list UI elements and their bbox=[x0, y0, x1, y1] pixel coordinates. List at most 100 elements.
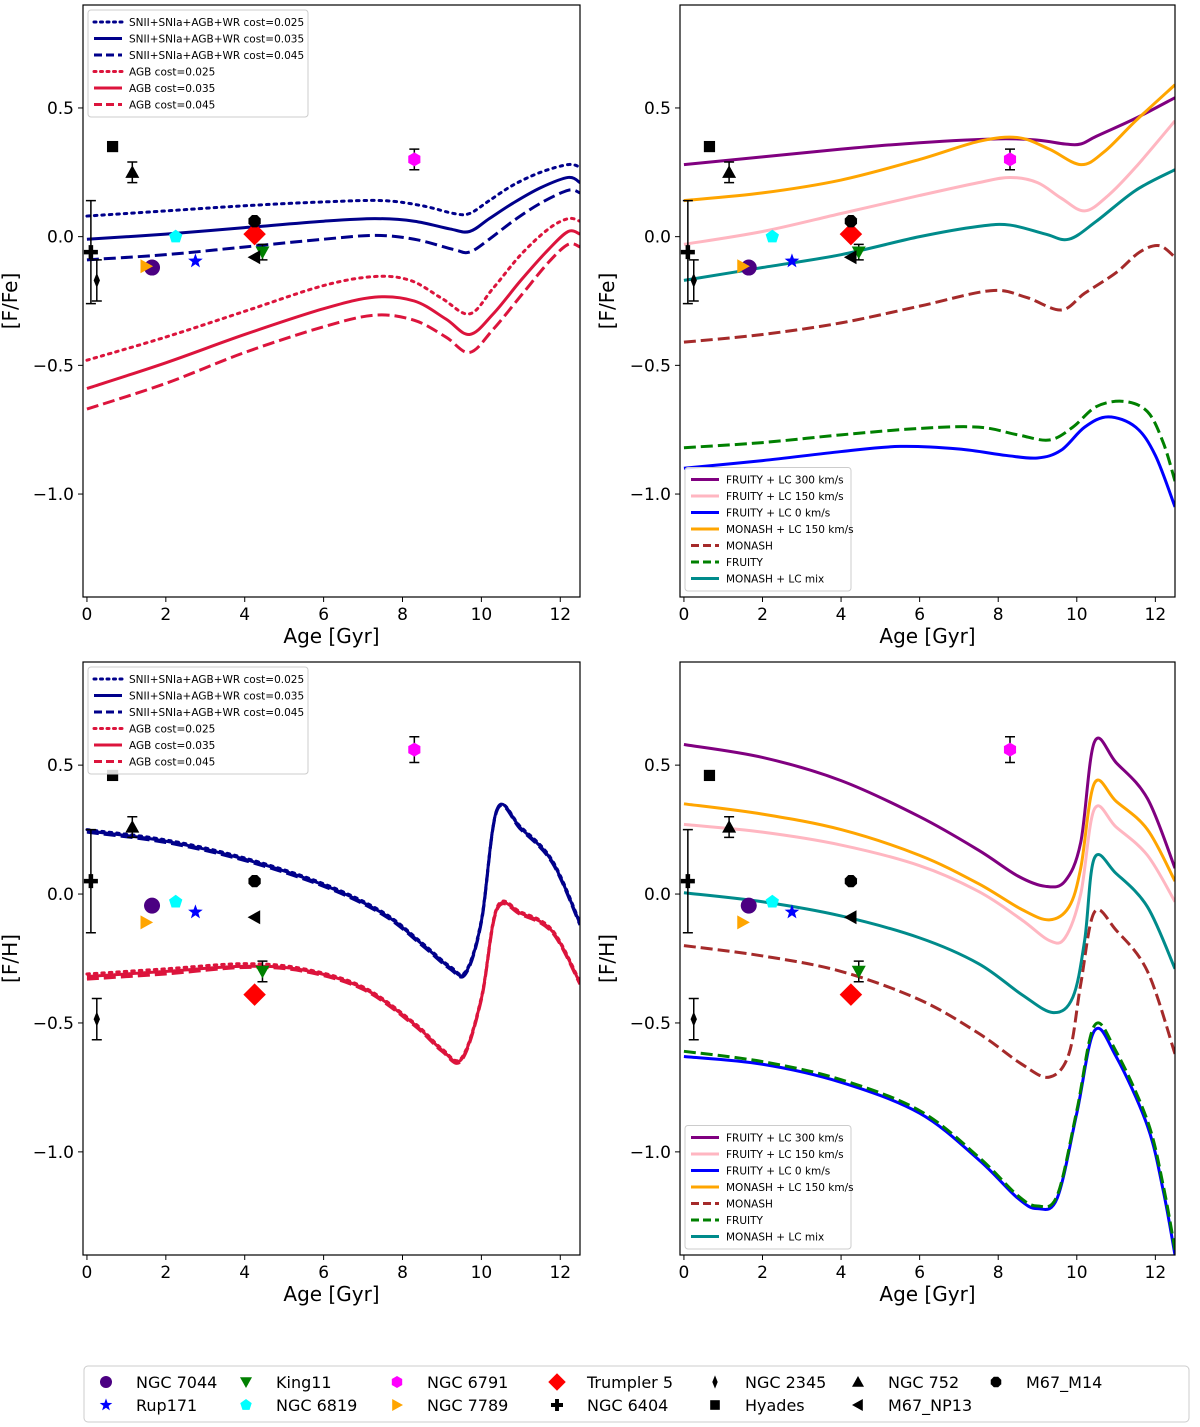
legend-marker bbox=[710, 1400, 720, 1410]
panel-top-left: 0 2 4 6 8 10 12 0.5 0.0 −0.5 −1.0 Age [Gyr] [F/Fe] SN… bbox=[0, 4, 581, 648]
series-lines bbox=[683, 736, 1175, 1255]
series-legend: FRUITY + LC 300 km/s FRUITY + LC 150 km/s… bbox=[684, 1125, 854, 1250]
x-tick-label: 6 bbox=[318, 605, 329, 625]
legend-label: SNII+SNIa+AGB+WR cost=0.045 bbox=[129, 50, 304, 62]
series-legend: SNII+SNIa+AGB+WR cost=0.025 SNII+SNIa+AGB… bbox=[87, 9, 309, 118]
series-line-1 bbox=[683, 119, 1175, 246]
series-line-5 bbox=[683, 399, 1175, 482]
y-tick-label: −1.0 bbox=[33, 485, 74, 505]
cluster-legend-label: Trumpler 5 bbox=[586, 1373, 673, 1392]
x-tick-label: 4 bbox=[239, 1263, 250, 1283]
data-marker bbox=[408, 742, 421, 757]
data-marker bbox=[169, 229, 183, 243]
series-legend: SNII+SNIa+AGB+WR cost=0.025 SNII+SNIa+AGB… bbox=[87, 666, 309, 775]
series-line-4 bbox=[86, 229, 580, 390]
cluster-legend-label: NGC 7789 bbox=[427, 1396, 508, 1415]
x-tick-label: 0 bbox=[82, 1263, 93, 1283]
axis-ticks: 0 2 4 6 8 10 12 0.5 0.0 −0.5 −1.0 bbox=[630, 756, 1166, 1283]
data-marker bbox=[680, 245, 695, 260]
data-marker bbox=[703, 769, 716, 782]
x-tick-label: 10 bbox=[471, 1263, 493, 1283]
data-marker bbox=[844, 215, 858, 228]
legend-box bbox=[684, 1125, 852, 1250]
axes-frame bbox=[82, 661, 581, 1256]
data-marker bbox=[144, 897, 161, 914]
data-marker bbox=[255, 965, 270, 979]
data-marker bbox=[93, 272, 100, 289]
cluster-legend-label: M67_NP13 bbox=[888, 1396, 972, 1416]
x-axis-label: Age [Gyr] bbox=[283, 1282, 379, 1306]
legend-label: FRUITY + LC 300 km/s bbox=[726, 475, 844, 487]
x-tick-label: 4 bbox=[836, 1263, 847, 1283]
y-tick-label: −0.5 bbox=[630, 1014, 671, 1034]
y-tick-label: −0.5 bbox=[630, 356, 671, 376]
cluster-legend-label: NGC 7044 bbox=[136, 1373, 217, 1392]
cluster-legend-label: NGC 6819 bbox=[276, 1396, 357, 1415]
axis-ticks: 0 2 4 6 8 10 12 0.5 0.0 −0.5 −1.0 bbox=[630, 99, 1166, 625]
data-marker bbox=[722, 820, 737, 833]
x-tick-label: 2 bbox=[757, 605, 768, 625]
x-tick-label: 0 bbox=[82, 605, 93, 625]
cluster-legend-label: Hyades bbox=[745, 1396, 805, 1415]
data-marker bbox=[243, 222, 266, 246]
axis-ticks: 0 2 4 6 8 10 12 0.5 0.0 −0.5 −1.0 bbox=[33, 756, 571, 1283]
data-marker bbox=[690, 1011, 697, 1027]
legend-label: MONASH + LC 150 km/s bbox=[726, 524, 854, 536]
series-legend: FRUITY + LC 300 km/s FRUITY + LC 150 km/s… bbox=[684, 467, 854, 592]
legend-label: AGB cost=0.045 bbox=[129, 100, 215, 112]
legend-label: AGB cost=0.035 bbox=[129, 740, 215, 752]
x-tick-label: 8 bbox=[993, 605, 1004, 625]
data-marker bbox=[765, 229, 779, 243]
data-marker bbox=[737, 915, 750, 930]
y-tick-label: 0.5 bbox=[47, 99, 74, 119]
x-tick-label: 4 bbox=[239, 605, 250, 625]
series-line-0 bbox=[85, 162, 580, 218]
x-tick-label: 2 bbox=[160, 1263, 171, 1283]
x-tick-label: 6 bbox=[914, 605, 925, 625]
y-tick-label: −1.0 bbox=[630, 485, 671, 505]
data-marker bbox=[737, 259, 750, 274]
data-marker bbox=[722, 165, 737, 178]
series-lines bbox=[85, 162, 580, 411]
y-axis-label: [F/H] bbox=[595, 934, 619, 983]
data-marker bbox=[843, 250, 857, 265]
series-line-6 bbox=[683, 168, 1175, 282]
data-marker bbox=[1003, 742, 1017, 757]
data-marker bbox=[740, 897, 757, 914]
series-line-1 bbox=[683, 804, 1175, 945]
x-tick-label: 10 bbox=[1066, 1263, 1088, 1283]
series-line-2 bbox=[683, 415, 1175, 508]
x-tick-label: 10 bbox=[471, 605, 493, 625]
x-tick-label: 2 bbox=[160, 605, 171, 625]
x-tick-label: 4 bbox=[836, 605, 847, 625]
y-tick-label: −1.0 bbox=[33, 1143, 74, 1163]
legend-label: FRUITY + LC 150 km/s bbox=[726, 491, 844, 503]
data-marker bbox=[844, 875, 858, 888]
data-marker bbox=[125, 165, 140, 178]
data-marker bbox=[125, 820, 140, 833]
data-marker bbox=[188, 253, 203, 268]
data-marker bbox=[248, 215, 261, 228]
data-marker bbox=[248, 875, 261, 888]
cluster-legend-label: NGC 752 bbox=[888, 1373, 959, 1392]
data-marker bbox=[140, 259, 154, 274]
legend-label: FRUITY + LC 0 km/s bbox=[726, 508, 830, 520]
cluster-legend-box bbox=[83, 1365, 1190, 1423]
x-tick-label: 0 bbox=[679, 1263, 690, 1283]
axis-ticks: 0 2 4 6 8 10 12 0.5 0.0 −0.5 −1.0 bbox=[33, 99, 571, 625]
data-marker bbox=[188, 904, 203, 919]
x-axis-label: Age [Gyr] bbox=[879, 624, 975, 648]
legend-marker bbox=[391, 1376, 403, 1388]
series-line-0 bbox=[683, 736, 1175, 889]
series-line-5 bbox=[86, 242, 580, 411]
y-tick-label: 0.5 bbox=[644, 99, 671, 119]
x-tick-label: 8 bbox=[397, 605, 408, 625]
x-tick-label: 10 bbox=[1066, 605, 1088, 625]
legend-label: FRUITY + LC 300 km/s bbox=[726, 1133, 844, 1145]
series-line-3 bbox=[85, 899, 580, 1063]
data-marker bbox=[83, 245, 98, 260]
x-tick-label: 6 bbox=[914, 1263, 925, 1283]
data-marker bbox=[839, 983, 863, 1006]
legend-marker bbox=[240, 1399, 252, 1410]
